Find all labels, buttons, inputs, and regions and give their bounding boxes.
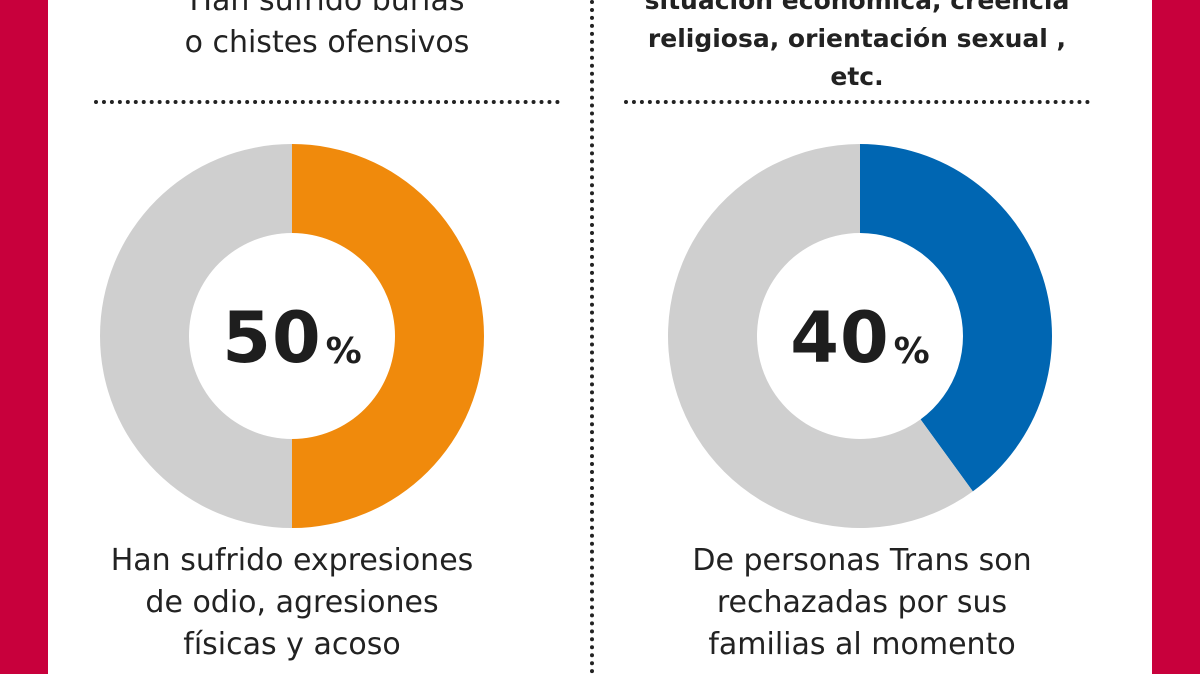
caption-line: físicas y acoso	[183, 627, 401, 662]
donut-svg	[100, 144, 484, 528]
donut-slice-value	[292, 144, 484, 528]
infographic-panel: Han sufrido burlas o chistes ofensivos s…	[48, 0, 1152, 674]
donut-slice-value	[860, 144, 1052, 492]
donut-slice-remainder	[100, 144, 292, 528]
percentage-value: 40	[790, 297, 890, 379]
horizontal-dotted-divider-left	[94, 100, 560, 104]
donut-slice-remainder	[668, 144, 973, 528]
caption-top-right: situación económica, creencia religiosa,…	[620, 0, 1094, 96]
donut-svg	[668, 144, 1052, 528]
caption-line: Han sufrido burlas	[189, 0, 465, 18]
caption-line: religiosa, orientación sexual , etc.	[647, 24, 1067, 91]
caption-line: Han sufrido expresiones	[110, 543, 474, 578]
caption-bottom-right: De personas Trans son rechazadas por sus…	[660, 540, 1064, 666]
percentage-value: 50	[222, 297, 322, 379]
caption-line: o chistes ofensivos	[184, 25, 470, 60]
donut-chart-family-rejection: 40 %	[668, 144, 1052, 528]
caption-line: familias al momento	[708, 627, 1016, 662]
percentage-label: 50 %	[100, 144, 484, 528]
percent-sign: %	[325, 330, 362, 372]
horizontal-dotted-divider-right	[624, 100, 1090, 104]
caption-top-left: Han sufrido burlas o chistes ofensivos	[90, 0, 564, 64]
caption-bottom-left: Han sufrido expresiones de odio, agresio…	[90, 540, 494, 666]
caption-line: situación económica, creencia	[644, 0, 1070, 15]
donut-chart-hate-expressions: 50 %	[100, 144, 484, 528]
percent-sign: %	[893, 330, 930, 372]
caption-line: De personas Trans son	[692, 543, 1032, 578]
vertical-dotted-divider	[590, 0, 594, 674]
caption-line: rechazadas por sus	[716, 585, 1008, 620]
percentage-label: 40 %	[668, 144, 1052, 528]
caption-line: de odio, agresiones	[145, 585, 439, 620]
